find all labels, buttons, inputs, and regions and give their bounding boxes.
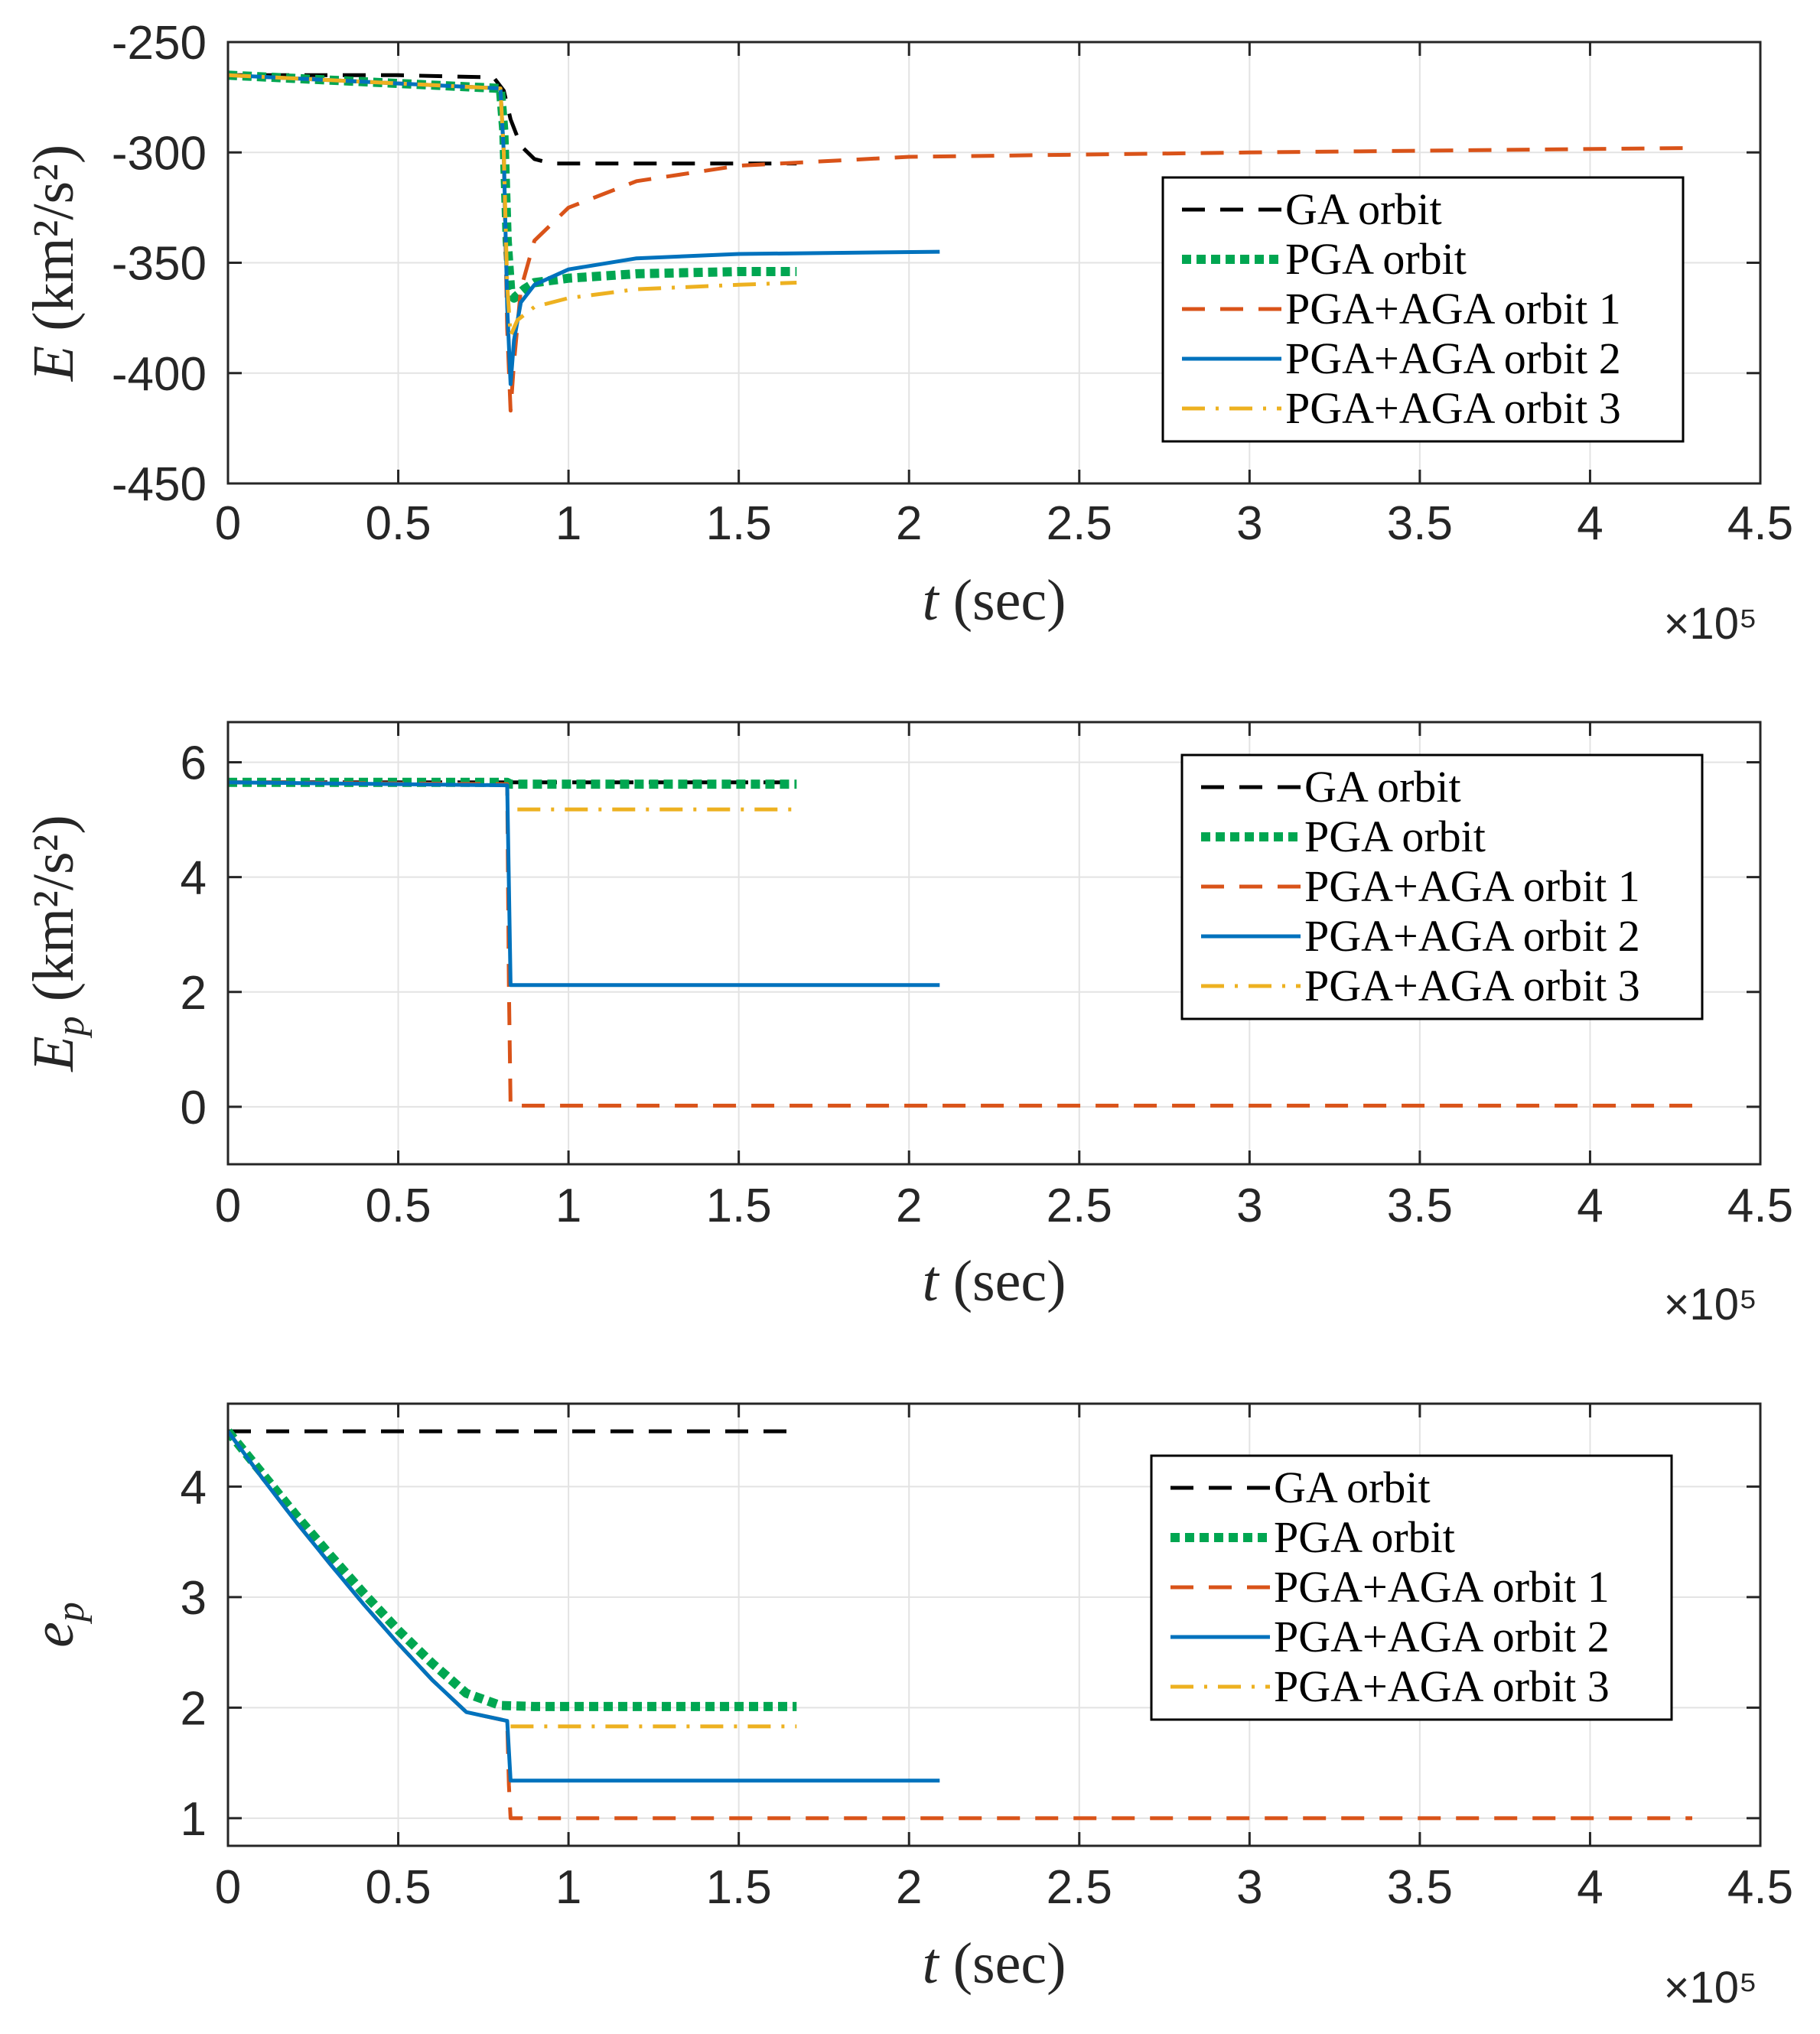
legend-entry-label: PGA+AGA orbit 3 [1304, 961, 1640, 1010]
y-tick-label: -350 [112, 238, 207, 291]
legend-entry-label: GA orbit [1285, 184, 1442, 234]
x-tick-label: 4.5 [1727, 1180, 1793, 1232]
y-axis-label: Ep (km²/s²) [21, 815, 93, 1072]
x-tick-label: 3 [1236, 497, 1262, 550]
x-tick-label: 0 [215, 1861, 241, 1914]
y-tick-label: 0 [181, 1082, 207, 1134]
legend-entry-label: PGA orbit [1274, 1512, 1455, 1562]
series-line-pga-orbit [228, 70, 797, 303]
legend-entry-label: GA orbit [1274, 1463, 1431, 1512]
y-tick-label: 4 [181, 1461, 207, 1514]
series-group [228, 70, 1693, 413]
x-tick-label: 1 [555, 1180, 581, 1232]
x-tick-label: 0 [215, 1180, 241, 1232]
x-tick-label: 2.5 [1047, 497, 1112, 550]
axes-box [226, 721, 1762, 1166]
x-tick-label: 2.5 [1047, 1180, 1112, 1232]
series-group [228, 1428, 1692, 1821]
x-tick-label: 4.5 [1727, 497, 1793, 550]
x-tick-label: 3.5 [1387, 1180, 1453, 1232]
x-tick-label: 2 [896, 497, 922, 550]
x-tick-label: 2.5 [1047, 1861, 1112, 1914]
legend-entry-label: PGA+AGA orbit 2 [1304, 911, 1640, 961]
series-line-pga-aga-orbit-3 [228, 73, 797, 338]
legend-entry-label: PGA+AGA orbit 1 [1285, 284, 1621, 334]
x-tick-label: 1 [555, 497, 581, 550]
chart-panel-plane-eccentricity: 0 0.5 1 1.5 2 2.5 3 3.5 4 4.5 4 3 2 1 t (sec) ×10⁵ ep GA … [21, 1402, 1793, 2013]
legend-box [1150, 1454, 1673, 1721]
legend-entry-label: PGA orbit [1304, 812, 1486, 861]
legend-entry-label: PGA+AGA orbit 2 [1285, 334, 1621, 383]
y-tick-label: 3 [181, 1572, 207, 1625]
x-tick-label: 4 [1577, 1861, 1603, 1914]
legend-box [1161, 176, 1685, 443]
legend-entry-label: PGA orbit [1285, 234, 1467, 284]
x-tick-label: 3.5 [1387, 1861, 1453, 1914]
axes: 0 0.5 1 1.5 2 2.5 3 3.5 4 4.5 -250 -300 -350 -400 -450 [112, 17, 1793, 550]
x-tick-label: 1.5 [706, 497, 772, 550]
legend-entry-label: PGA+AGA orbit 1 [1304, 861, 1640, 911]
x-axis-label: t (sec) [923, 568, 1066, 633]
y-tick-label: 4 [181, 852, 207, 905]
legend-entry-label: PGA+AGA orbit 3 [1274, 1661, 1610, 1711]
y-tick-label: -450 [112, 458, 207, 511]
series-line-pga-aga-orbit-2 [228, 1430, 940, 1783]
y-tick-label: 1 [181, 1793, 207, 1846]
y-tick-label: -300 [112, 127, 207, 180]
series-line-pga-aga-orbit-1 [228, 1430, 1692, 1821]
x-tick-label: 3 [1236, 1861, 1262, 1914]
x-tick-label: 3.5 [1387, 497, 1453, 550]
x-tick-label: 2 [896, 1180, 922, 1232]
y-axis-label: ep [21, 1602, 93, 1648]
x-axis-label: t (sec) [923, 1249, 1066, 1313]
x-tick-label: 3 [1236, 1180, 1262, 1232]
y-tick-label: 2 [181, 1682, 207, 1735]
series-group [228, 777, 1692, 1108]
legend-entry-label: PGA+AGA orbit 1 [1274, 1562, 1610, 1612]
series-line-pga-aga-orbit-2 [228, 780, 940, 988]
axes: 0 0.5 1 1.5 2 2.5 3 3.5 4 4.5 4 3 2 1 [181, 1402, 1793, 1914]
x-axis-multiplier: ×10⁵ [1664, 1280, 1757, 1329]
chart-panel-energy: 0 0.5 1 1.5 2 2.5 3 3.5 4 4.5 -250 -300 -350 -400 -450… [21, 17, 1793, 649]
legend-entry-label: GA orbit [1304, 762, 1461, 812]
legend-entry-label: PGA+AGA orbit 2 [1274, 1612, 1610, 1661]
series-line-pga-aga-orbit-1 [228, 780, 1692, 1108]
x-tick-label: 0.5 [365, 1861, 431, 1914]
x-tick-label: 2 [896, 1861, 922, 1914]
x-axis-label: t (sec) [923, 1931, 1066, 1996]
x-tick-label: 1 [555, 1861, 581, 1914]
y-tick-label: -250 [112, 17, 207, 70]
y-tick-label: 2 [181, 967, 207, 1020]
legend-box [1180, 753, 1704, 1020]
chart-panel-plane-energy: 0 0.5 1 1.5 2 2.5 3 3.5 4 4.5 6 4 2 0 t (sec) ×10⁵ Ep (k… [21, 721, 1793, 1329]
y-axis-label: E (km²/s²) [21, 145, 86, 382]
legend-entry-label: PGA+AGA orbit 3 [1285, 383, 1621, 433]
x-tick-label: 0.5 [365, 497, 431, 550]
x-tick-label: 4 [1577, 1180, 1603, 1232]
x-tick-label: 4 [1577, 497, 1603, 550]
y-tick-label: 6 [181, 737, 207, 790]
axes-box [226, 1402, 1762, 1847]
x-tick-label: 1.5 [706, 1180, 772, 1232]
series-line-ga-orbit [228, 73, 797, 166]
x-tick-label: 4.5 [1727, 1861, 1793, 1914]
y-tick-label: -400 [112, 348, 207, 401]
axes: 0 0.5 1 1.5 2 2.5 3 3.5 4 4.5 6 4 2 0 [181, 721, 1793, 1232]
x-axis-multiplier: ×10⁵ [1664, 599, 1757, 649]
series-line-pga-orbit [228, 1428, 797, 1711]
x-tick-label: 0 [215, 497, 241, 550]
x-tick-label: 1.5 [706, 1861, 772, 1914]
x-tick-label: 0.5 [365, 1180, 431, 1232]
x-axis-multiplier: ×10⁵ [1664, 1963, 1757, 2013]
